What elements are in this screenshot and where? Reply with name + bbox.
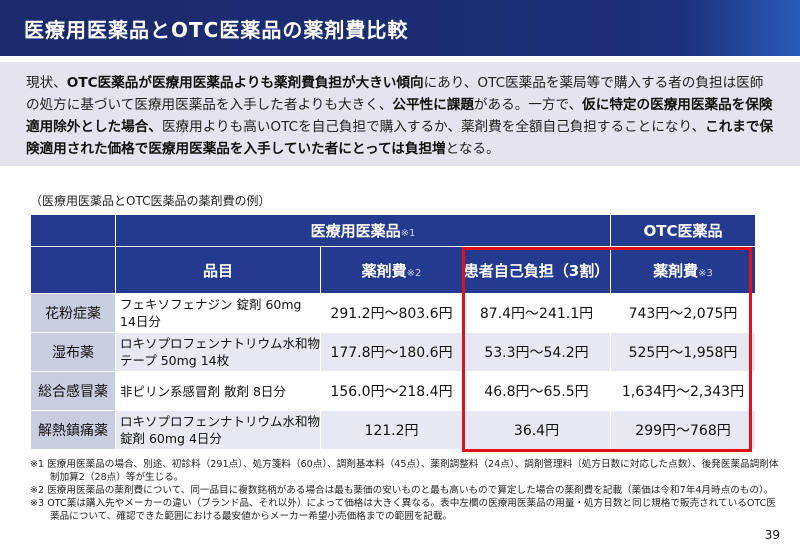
title-bar: 医療用医薬品とOTC医薬品の薬剤費比較	[0, 0, 800, 56]
page-number: 39	[764, 528, 780, 542]
table-row: 解熱鎮痛薬 ロキソプロフェンナトリウム水和物錠剤 60mg 4日分 121.2円 36…	[30, 410, 757, 450]
cell-cost: 291.2円～803.6円	[320, 293, 463, 333]
intro-emphasis: OTC医薬品が医療用医薬品よりも薬剤費負担が大きい傾向	[66, 75, 424, 91]
intro-segment: となる。	[445, 141, 500, 157]
intro-emphasis: 公平性に課題	[392, 97, 474, 113]
cell-patient: 46.8円～65.5円	[461, 371, 612, 411]
intro-segment: 医療用よりも高いOTCを自己負担で購入するか、薬剤費を全額自己負担することになり…	[161, 119, 706, 135]
intro-box: 現状、OTC医薬品が医療用医薬品よりも薬剤費負担が大きい傾向にあり、OTC医薬品…	[0, 62, 800, 166]
cell-patient: 53.3円～54.2円	[461, 332, 612, 372]
cell-cost: 177.8円～180.6円	[320, 332, 463, 372]
cell-category: 総合感冒薬	[30, 371, 116, 411]
header-cost: 薬剤費※2	[320, 246, 463, 294]
cell-patient: 36.4円	[461, 410, 612, 450]
intro-segment: にあり、OTC医薬品を薬局等で購入する者の負担は医師の処方に基づいて医療用医薬品…	[26, 75, 764, 113]
table-caption: （医療用医薬品とOTC医薬品の薬剤費の例）	[30, 194, 271, 208]
cell-otc: 743円～2,075円	[610, 293, 757, 333]
intro-segment: がある。一方で、	[473, 97, 583, 113]
cell-drug: フェキソフェナジン 錠剤 60mg 14日分	[115, 293, 321, 333]
header-cost-label: 薬剤費	[361, 261, 407, 280]
footnote: ※2 医療用医薬品の薬剤費について、同一品目に複数銘柄がある場合は最も薬価の安い…	[30, 485, 774, 496]
page-title: 医療用医薬品とOTC医薬品の薬剤費比較	[24, 18, 409, 42]
table-row: 湿布薬 ロキソプロフェンナトリウム水和物テープ 50mg 14枚 177.8円～18…	[30, 332, 757, 372]
note-ref: ※1	[400, 228, 416, 239]
header-otc-cost-label: 薬剤費	[653, 261, 699, 280]
cell-otc: 1,634円～2,343円	[610, 371, 757, 411]
header-otc: OTC医薬品	[610, 214, 757, 247]
intro-emphasis: 仮に特定の医療用医薬品を保険適用除外とした場合、	[26, 97, 773, 135]
cell-otc: 525円～1,958円	[610, 332, 757, 372]
footnotes: ※1 医療用医薬品の場合、別途、初診料（291点）、処方箋料（60点）、調剤基本…	[30, 458, 780, 523]
header-item: 品目	[115, 246, 321, 294]
header-otc-cost: 薬剤費※3	[610, 246, 757, 294]
header-rx: 医療用医薬品※1	[114, 214, 612, 247]
cell-cost: 156.0円～218.4円	[320, 371, 463, 411]
cell-category: 湿布薬	[30, 332, 116, 372]
cell-category: 花粉症薬	[30, 293, 116, 333]
note-ref: ※2	[406, 267, 422, 279]
cell-otc: 299円～768円	[610, 410, 757, 450]
intro-emphasis: これまで保険適用された価格で医療用医薬品を入手していた者にとっては負担増	[26, 119, 774, 157]
table-row: 総合感冒薬 非ピリン系感冒剤 散剤 8日分 156.0円～218.4円 46.8円～6…	[30, 371, 757, 411]
header-patient: 患者自己負担（3割）	[461, 246, 612, 294]
footnote: ※3 OTC薬は購入先やメーカーの違い（ブランド品、それ以外）によって価格は大き…	[30, 498, 776, 522]
cell-drug: 非ピリン系感冒剤 散剤 8日分	[115, 371, 321, 411]
footnote: ※1 医療用医薬品の場合、別途、初診料（291点）、処方箋料（60点）、調剤基本…	[30, 459, 779, 483]
cell-category: 解熱鎮痛薬	[30, 410, 116, 450]
highlight-box	[462, 247, 752, 452]
empty-header	[30, 214, 116, 247]
intro-text: 現状、OTC医薬品が医療用医薬品よりも薬剤費負担が大きい傾向にあり、OTC医薬品…	[26, 72, 776, 160]
comparison-table: 医療用医薬品※1 OTC医薬品 品目 薬剤費※2 患者自己負担（3割） 薬剤費※…	[30, 214, 757, 450]
cell-drug: ロキソプロフェンナトリウム水和物テープ 50mg 14枚	[115, 332, 321, 372]
cell-patient: 87.4円～241.1円	[461, 293, 612, 333]
note-ref: ※3	[698, 267, 713, 279]
empty-header	[30, 246, 116, 294]
cell-drug: ロキソプロフェンナトリウム水和物錠剤 60mg 4日分	[115, 410, 321, 450]
header-rx-label: 医療用医薬品	[310, 222, 401, 240]
intro-segment: 現状、	[26, 75, 67, 91]
cell-cost: 121.2円	[320, 410, 463, 450]
